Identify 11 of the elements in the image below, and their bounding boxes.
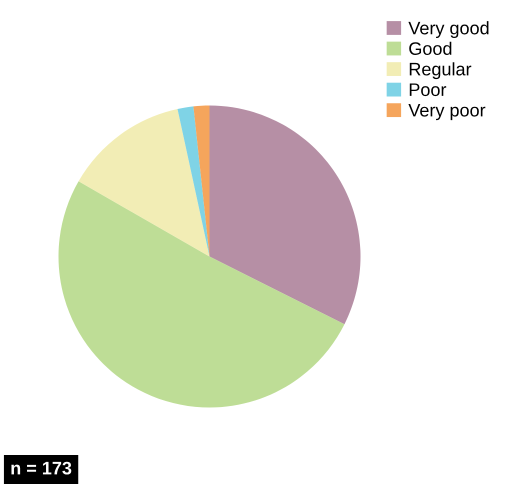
legend-label: Very good [408,21,488,38]
pie-slice [210,106,361,324]
legend-label: Regular [410,62,472,80]
text: n = 173 [11,462,72,475]
pie-slice [78,108,210,257]
legend-label: Very poor [408,104,486,120]
legend-label: Good [409,42,452,55]
pie-slice [58,181,344,408]
legend-label: Poor [410,83,446,96]
pie-slice [193,106,210,257]
pie-slice [177,106,210,257]
